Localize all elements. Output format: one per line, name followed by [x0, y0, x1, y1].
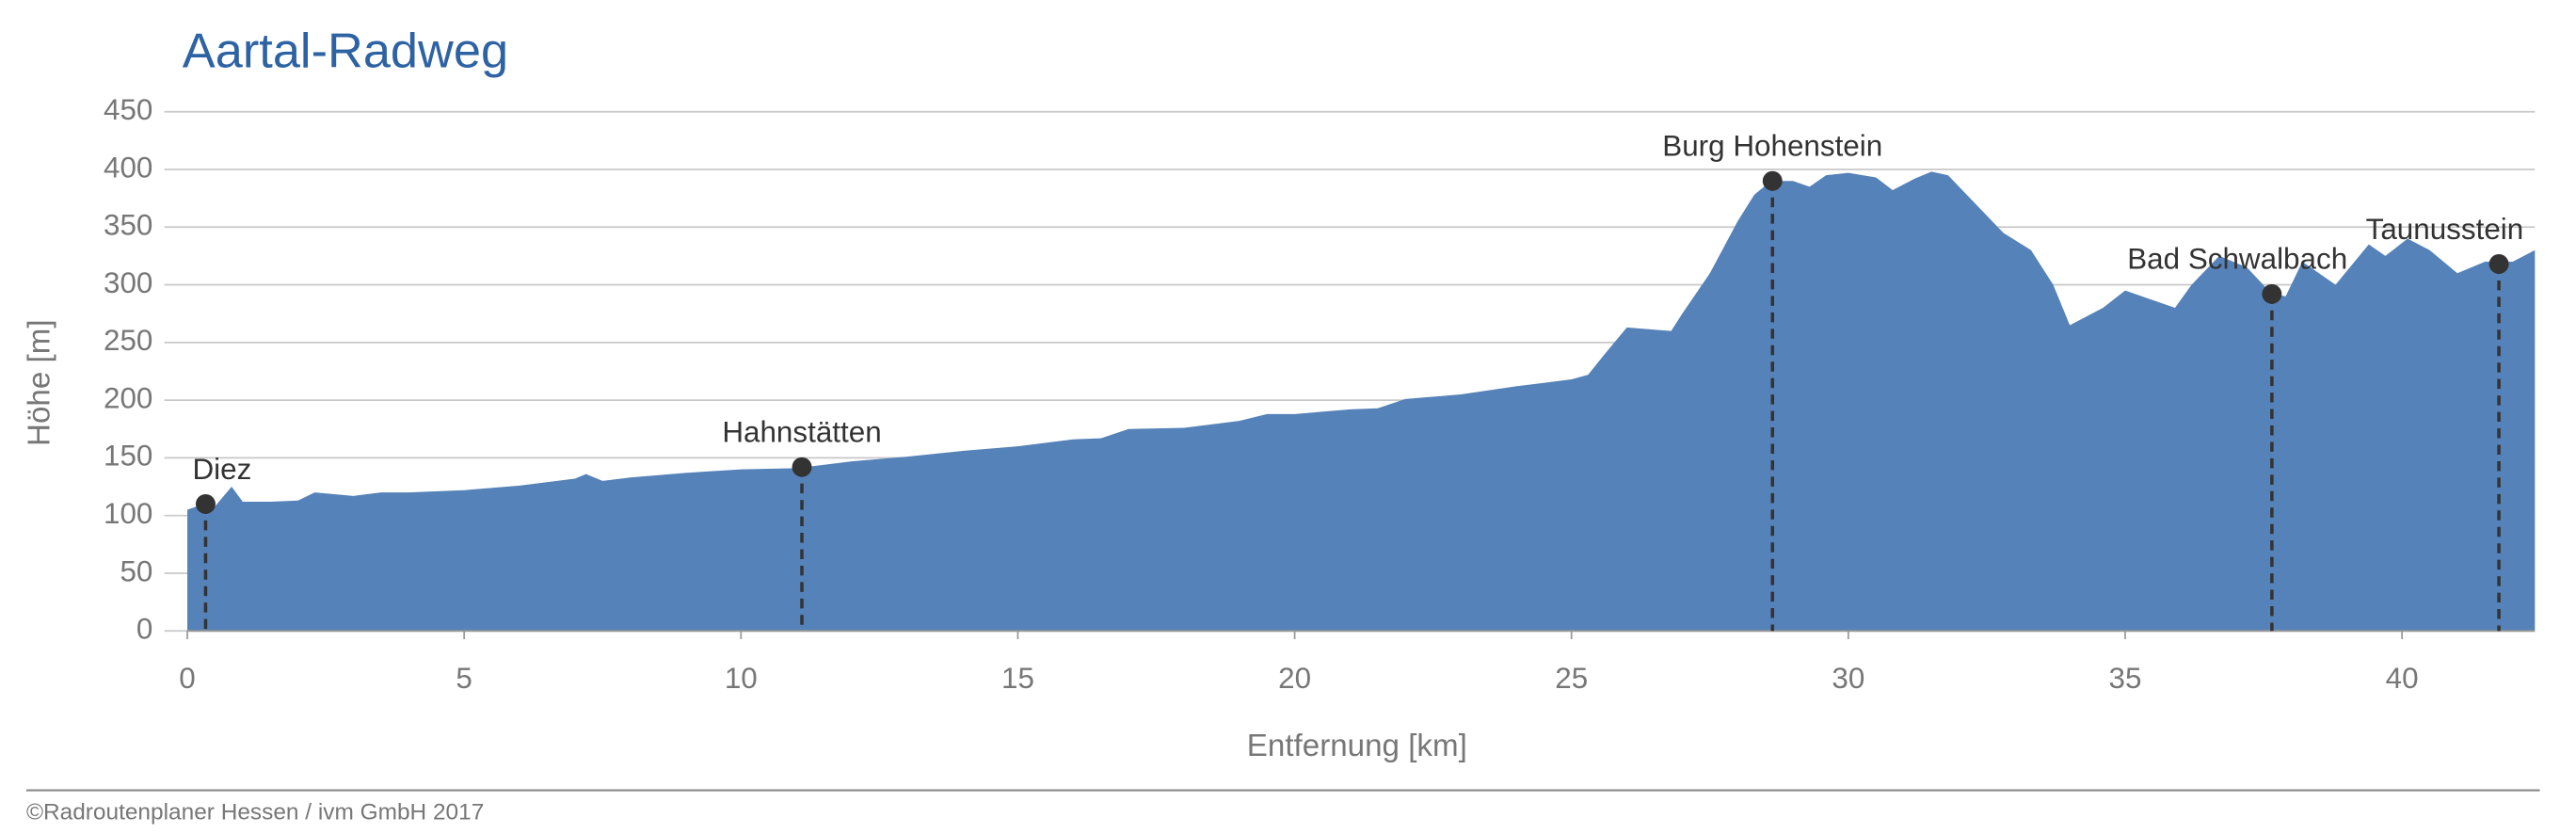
y-tick-label: 150: [104, 440, 152, 473]
y-tick-label: 350: [104, 209, 152, 242]
x-tick-label: 35: [2109, 662, 2142, 695]
x-tick-label: 15: [1001, 662, 1034, 695]
y-tick-label: 450: [104, 93, 152, 126]
y-tick-label: 250: [104, 324, 152, 357]
x-tick-label: 20: [1278, 662, 1311, 695]
y-tick-label: 50: [120, 554, 152, 587]
marker-dot: [792, 457, 812, 477]
marker-label: Hahnstätten: [722, 416, 881, 449]
marker-label: Diez: [192, 453, 251, 486]
footer: ©Radroutenplaner Hessen / ivm GmbH 2017: [26, 799, 484, 825]
x-tick-label: 40: [2386, 662, 2419, 695]
marker-dot: [1762, 170, 1783, 191]
y-tick-label: 200: [104, 381, 152, 414]
y-axis-label: Höhe [m]: [22, 319, 56, 446]
marker-dot: [2488, 254, 2509, 274]
marker-label: Taunusstein: [2366, 213, 2524, 246]
y-tick-label: 100: [104, 497, 152, 530]
marker-dot: [195, 493, 216, 514]
marker-label: Bad Schwalbach: [2127, 243, 2347, 276]
y-tick-label: 0: [136, 613, 152, 646]
x-tick-label: 0: [179, 662, 195, 695]
elevation-area: [187, 171, 2536, 632]
x-axis-label: Entfernung [km]: [1247, 729, 1467, 763]
x-tick-label: 10: [725, 662, 758, 695]
chart-title: Aartal-Radweg: [183, 24, 508, 78]
marker-dot: [2262, 283, 2282, 304]
marker-label: Burg Hohenstein: [1662, 130, 1882, 163]
x-tick-label: 30: [1832, 662, 1864, 695]
y-tick-label: 400: [104, 151, 152, 184]
y-tick-label: 300: [104, 266, 152, 299]
x-tick-label: 25: [1555, 662, 1588, 695]
x-tick-label: 5: [456, 662, 472, 695]
